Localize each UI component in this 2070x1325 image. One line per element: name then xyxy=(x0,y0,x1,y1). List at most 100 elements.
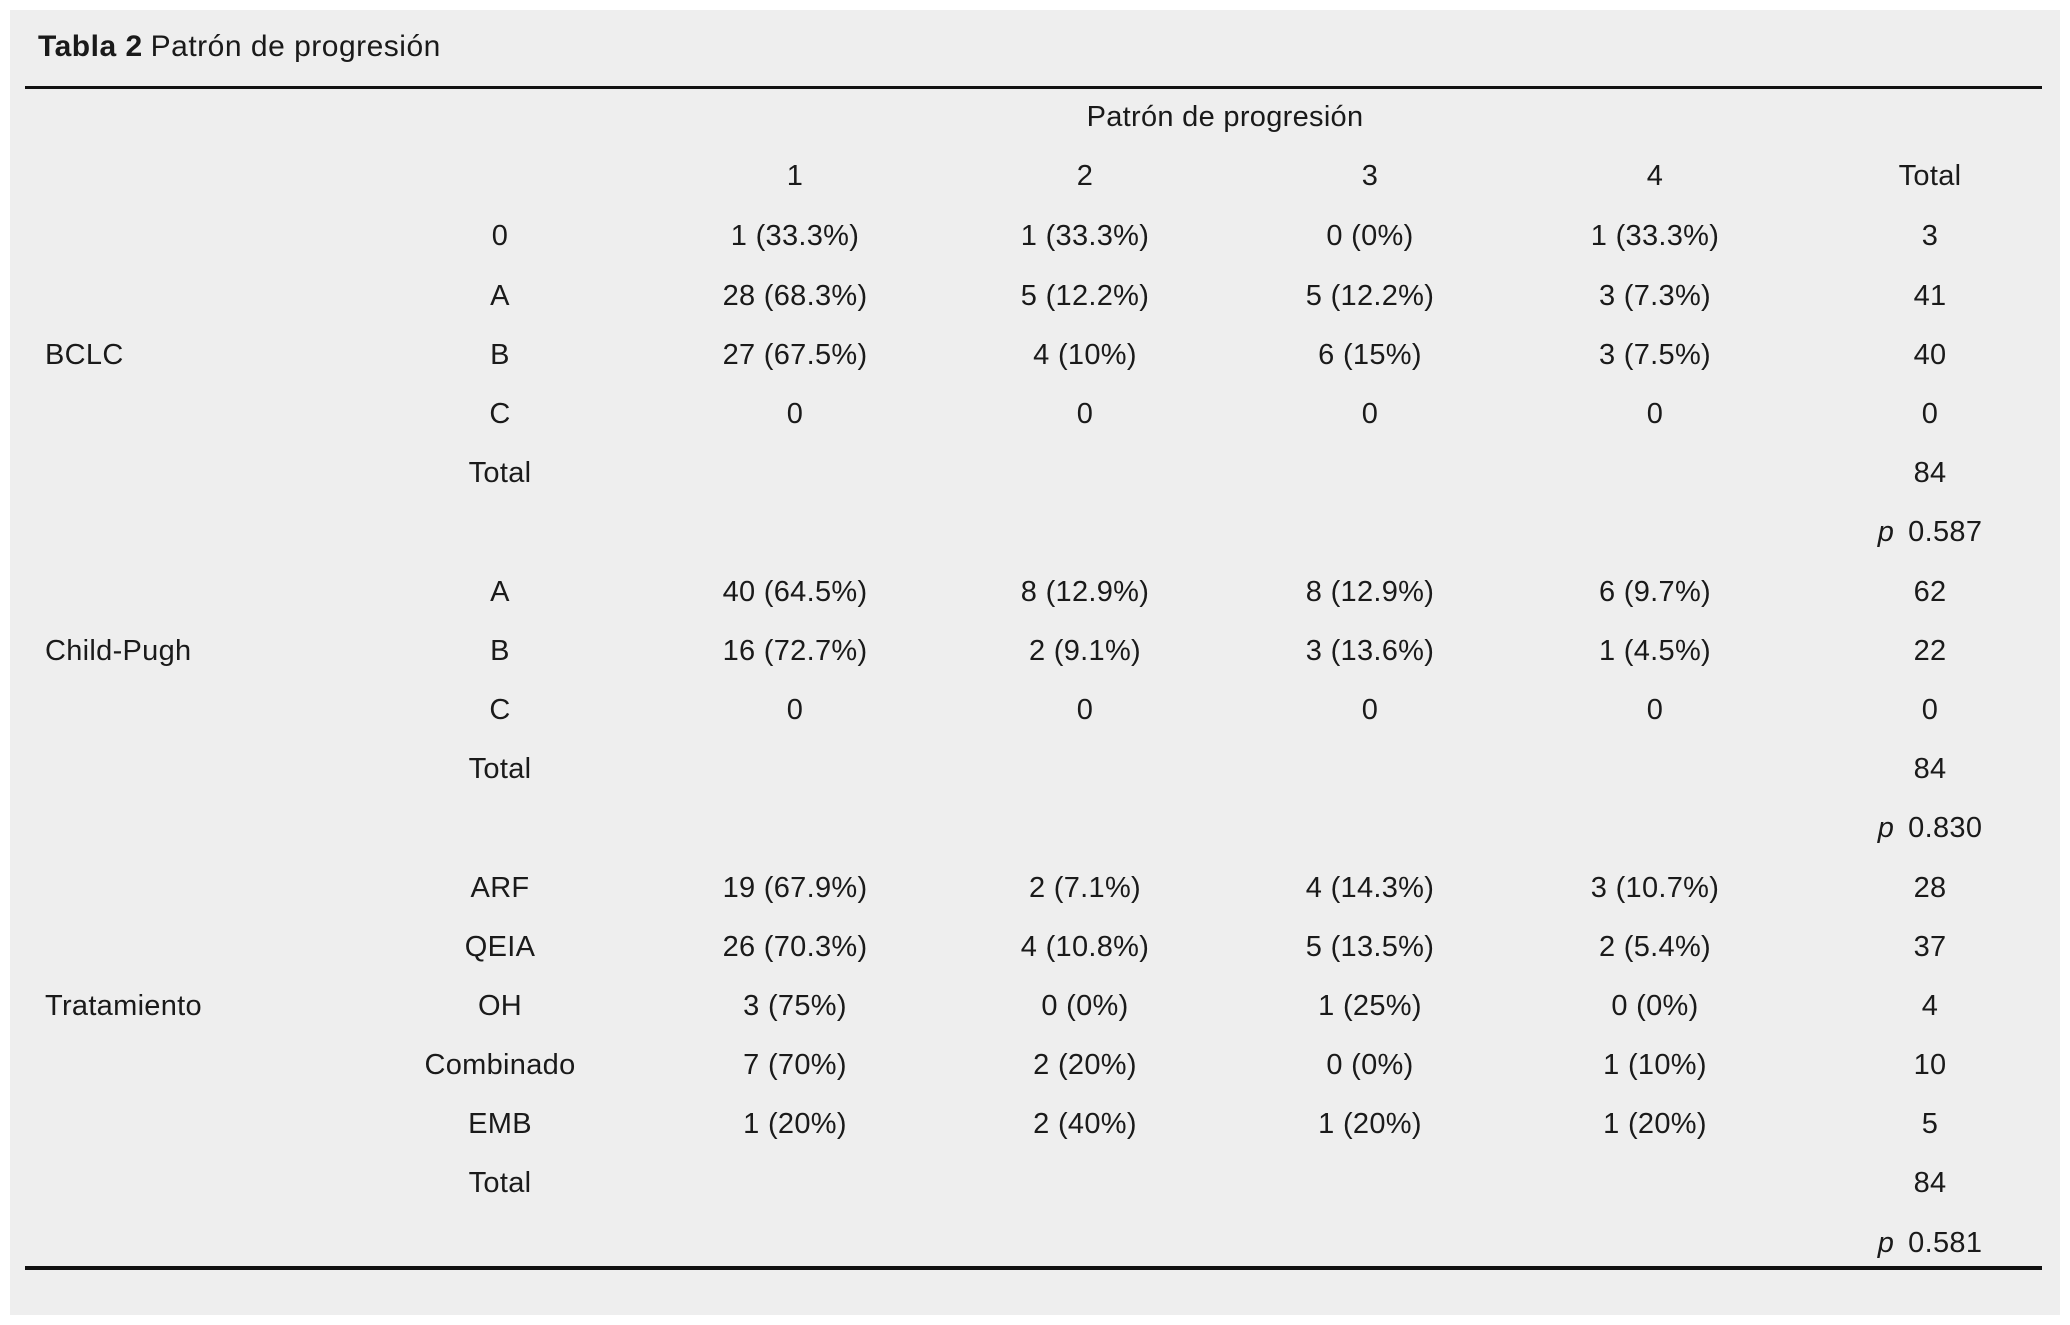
cell-value: 19 (67.9%) xyxy=(722,871,868,904)
cell-value xyxy=(940,444,1230,503)
cell-value: 26 (70.3%) xyxy=(722,930,868,963)
spacer xyxy=(10,148,350,204)
spacer xyxy=(10,858,350,917)
table-number: Tabla 2 xyxy=(38,30,143,63)
row-label: B xyxy=(490,634,510,667)
cell-value: 41 xyxy=(1913,279,1947,312)
cell-value: 1 (33.3%) xyxy=(1590,220,1720,253)
column-header: 4 xyxy=(1646,159,1664,192)
bottom-rule xyxy=(25,1266,2042,1270)
data-table: Patrón de progresión 1 2 3 4 Total 0 1 (33.3%) 1… xyxy=(10,89,2060,1273)
cell-value: 84 xyxy=(1913,1167,1947,1200)
cell-value: 1 (20%) xyxy=(1318,1108,1422,1141)
cell-value: 0 xyxy=(1361,693,1379,726)
cell-value: 4 (10%) xyxy=(1033,338,1137,371)
cell-value xyxy=(1510,444,1800,503)
row-label: 0 xyxy=(491,220,509,253)
p-label: p xyxy=(1877,1226,1895,1259)
cell-value xyxy=(650,444,940,503)
cell-value: 8 (12.9%) xyxy=(1020,575,1150,608)
cell-value: 28 (68.3%) xyxy=(722,279,868,312)
cell-value: 16 (72.7%) xyxy=(722,634,868,667)
cell-value: 3 (10.7%) xyxy=(1590,871,1720,904)
spacer xyxy=(10,1095,350,1154)
row-label: Total xyxy=(468,1167,532,1200)
p-value-cell: p 0.587 xyxy=(1800,503,2060,562)
cell-value: 1 (10%) xyxy=(1603,1049,1707,1082)
cell-value: 0 xyxy=(786,693,804,726)
cell-value: 3 (13.6%) xyxy=(1305,634,1435,667)
cell-value: 40 xyxy=(1913,338,1947,371)
spacer xyxy=(10,563,350,622)
cell-value: 2 (7.1%) xyxy=(1029,871,1141,904)
p-value-cell: p 0.581 xyxy=(1800,1214,2060,1273)
spacer xyxy=(10,207,350,266)
spacer xyxy=(10,681,350,740)
cell-value: 2 (40%) xyxy=(1033,1108,1137,1141)
row-label: Combinado xyxy=(424,1049,576,1082)
cell-value: 5 (13.5%) xyxy=(1305,930,1435,963)
cell-value: 0 (0%) xyxy=(1326,1049,1414,1082)
cell-value: 84 xyxy=(1913,753,1947,786)
spacer xyxy=(10,1036,350,1095)
table-title-text: Patrón de progresión xyxy=(150,30,441,63)
cell-value: 0 xyxy=(1076,398,1094,431)
cell-value: 1 (20%) xyxy=(1603,1108,1707,1141)
cell-value: 0 (0%) xyxy=(1326,220,1414,253)
group-label: Tratamiento xyxy=(45,989,202,1022)
cell-value: 6 (9.7%) xyxy=(1599,575,1711,608)
row-label: EMB xyxy=(468,1108,532,1141)
row-label: Total xyxy=(468,753,532,786)
row-label: C xyxy=(489,398,511,431)
top-rule xyxy=(25,86,2042,89)
cell-value xyxy=(940,740,1230,799)
p-label: p xyxy=(1877,812,1895,845)
row-label: Total xyxy=(468,457,532,490)
p-value-cell: p 0.830 xyxy=(1800,799,2060,858)
table-panel: Tabla 2 Patrón de progresión Patrón de pr… xyxy=(10,10,2060,1315)
cell-value xyxy=(1230,1154,1510,1213)
cell-value: 1 (33.3%) xyxy=(1020,220,1150,253)
row-label: B xyxy=(490,338,510,371)
cell-value: 10 xyxy=(1913,1049,1947,1082)
group-label: BCLC xyxy=(45,338,124,371)
cell-value: 22 xyxy=(1913,634,1947,667)
p-value: 0.587 xyxy=(1908,516,1983,549)
cell-value xyxy=(650,740,940,799)
spacer xyxy=(350,148,650,204)
cell-value xyxy=(940,1154,1230,1213)
cell-value: 4 (10.8%) xyxy=(1020,930,1150,963)
spacer xyxy=(10,1154,350,1213)
cell-value: 5 (12.2%) xyxy=(1305,279,1435,312)
p-value: 0.830 xyxy=(1908,812,1983,845)
p-label: p xyxy=(1877,516,1895,549)
cell-value: 0 (0%) xyxy=(1041,989,1129,1022)
cell-value: 0 xyxy=(1921,693,1939,726)
cell-value xyxy=(1230,444,1510,503)
cell-value: 3 (7.5%) xyxy=(1599,338,1711,371)
column-header: 1 xyxy=(786,159,804,192)
cell-value: 0 xyxy=(1076,693,1094,726)
cell-value: 2 (20%) xyxy=(1033,1049,1137,1082)
cell-value: 27 (67.5%) xyxy=(722,338,868,371)
cell-value: 2 (9.1%) xyxy=(1029,634,1141,667)
spacer xyxy=(10,740,350,799)
spacer xyxy=(10,918,350,977)
cell-value: 8 (12.9%) xyxy=(1305,575,1435,608)
cell-value xyxy=(1230,740,1510,799)
spacer xyxy=(10,444,350,503)
spanning-header: Patrón de progresión xyxy=(1086,100,1364,133)
cell-value: 4 xyxy=(1921,989,1939,1022)
cell-value: 3 xyxy=(1921,220,1939,253)
cell-value: 28 xyxy=(1913,871,1947,904)
cell-value: 62 xyxy=(1913,575,1947,608)
cell-value: 84 xyxy=(1913,457,1947,490)
cell-value: 1 (20%) xyxy=(743,1108,847,1141)
row-label: A xyxy=(490,279,510,312)
cell-value: 1 (33.3%) xyxy=(730,220,860,253)
cell-value: 3 (7.3%) xyxy=(1599,279,1711,312)
cell-value: 1 (4.5%) xyxy=(1599,634,1711,667)
spacer xyxy=(10,385,350,444)
group-label: Child-Pugh xyxy=(45,634,192,667)
cell-value: 0 xyxy=(1361,398,1379,431)
